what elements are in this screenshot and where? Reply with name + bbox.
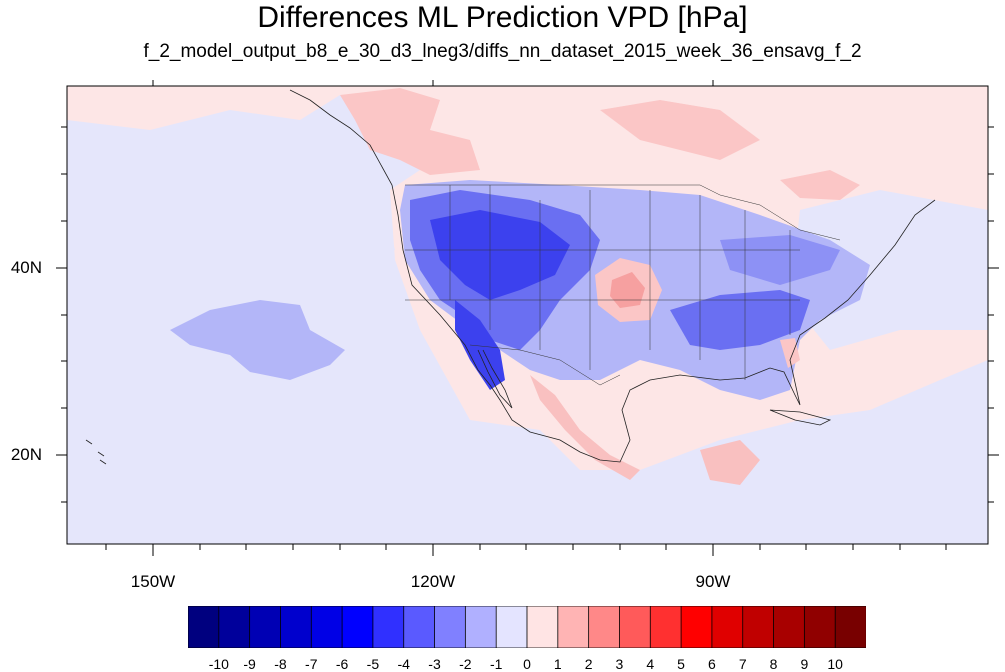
colorbar-tick-label: 8	[769, 656, 778, 672]
north-america-coastline	[289, 89, 936, 463]
colorbar-tick-label: -6	[335, 656, 349, 672]
colorbar-tick-label: 0	[523, 656, 531, 672]
colorbar-tick-label: -3	[428, 656, 441, 672]
map-field	[67, 86, 988, 544]
colorbar-box	[773, 606, 806, 648]
canada-positive-region-3	[780, 170, 860, 200]
baja-coastline	[477, 349, 513, 409]
colorbar-tick-label: 5	[677, 656, 685, 672]
axis-ticks	[56, 80, 999, 556]
colorbar-box	[341, 606, 374, 648]
map-panel	[56, 80, 999, 556]
canada-positive-region-2	[600, 100, 760, 160]
south-negative	[670, 290, 810, 350]
lon-label-90w: 90W	[695, 572, 731, 591]
coastlines	[85, 89, 936, 465]
plains-positive-core	[610, 272, 645, 308]
colorbar-tick-label: -8	[274, 656, 287, 672]
colorbar-tick-label: -10	[208, 656, 229, 672]
colorbar-tick-label: -7	[305, 656, 318, 672]
colorbar-box	[588, 606, 621, 648]
colorbar-tick-label: -1	[489, 656, 503, 672]
colorbar-box	[742, 606, 775, 648]
colorbar-box	[403, 606, 436, 648]
east-negative	[720, 235, 840, 285]
california-negative	[455, 300, 505, 390]
colorbar-box	[619, 606, 651, 648]
colorbar-tick-label: 3	[615, 656, 624, 672]
colorbar-box	[372, 606, 405, 648]
colorbar-tick-label: 7	[738, 656, 747, 672]
west-core-negative	[430, 210, 570, 300]
colorbar-tick-label: -9	[243, 656, 256, 672]
colorbar-tick-label: 6	[708, 656, 716, 672]
lon-label-120w: 120W	[410, 572, 456, 591]
colorbar-box	[280, 606, 312, 648]
colorbar-box	[680, 606, 713, 648]
cuba-coastline	[769, 409, 832, 426]
pacific-negative-region-2	[67, 145, 395, 320]
colorbar-tick-label: 1	[553, 656, 562, 672]
colorbar-box	[218, 606, 251, 648]
colorbar-box	[526, 606, 559, 648]
lat-label-40n: 40N	[10, 258, 42, 277]
colorbar-box	[310, 606, 343, 648]
colorbar-tick-label: -4	[397, 656, 410, 672]
colorbar-tick-label: 2	[584, 656, 593, 672]
canada-positive-region	[340, 88, 480, 175]
lon-label-150w: 150W	[130, 572, 176, 591]
colorbar-tick-label: -5	[366, 656, 380, 672]
colorbar-box	[803, 606, 836, 648]
colorbar-tick-label: -2	[459, 656, 472, 672]
colorbar-tick-label: 10	[827, 656, 843, 672]
map-title: Differences ML Prediction VPD [hPa]	[257, 1, 748, 34]
colorbar-box	[649, 606, 682, 648]
colorbar-box	[434, 606, 467, 648]
colorbar-box	[834, 606, 866, 648]
florida-positive-region	[780, 338, 800, 368]
colorbar-box	[464, 606, 497, 648]
us-canada-border	[405, 184, 841, 241]
colorbar-box	[188, 606, 220, 648]
caribbean-positive-region	[700, 440, 760, 485]
mexico-positive-region	[530, 375, 640, 480]
pacific-blue-blob	[170, 300, 345, 380]
colorbar-box	[711, 606, 744, 648]
colorbar-tick-label: 9	[800, 656, 809, 672]
colorbar	[188, 606, 866, 648]
state-borders	[405, 184, 841, 386]
lat-label-20n: 20N	[10, 445, 42, 464]
colorbar-box	[557, 606, 590, 648]
colorbar-tick-label: 4	[646, 656, 655, 672]
hawaii-coastline	[85, 439, 107, 465]
colorbar-box	[249, 606, 282, 648]
state-grid-lines	[405, 185, 800, 380]
colorbar-box	[495, 606, 528, 648]
map-subtitle: f_2_model_output_b8_e_30_d3_lneg3/diffs_…	[143, 41, 862, 62]
us-mexico-border	[469, 344, 621, 386]
